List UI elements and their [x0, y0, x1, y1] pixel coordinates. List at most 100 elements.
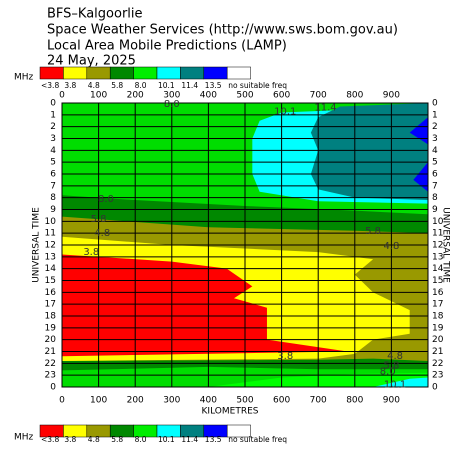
legend-label: <3.8 — [41, 81, 59, 90]
y-tick-label: 2 — [432, 122, 438, 132]
y-tick-label: 9 — [50, 205, 56, 215]
y-tick-label: 23 — [45, 371, 56, 381]
y-tick-label: 21 — [45, 347, 56, 357]
x-tick-label: 300 — [163, 396, 180, 406]
y-tick-label: 12 — [432, 241, 443, 251]
y-tick-label: 18 — [432, 312, 444, 322]
legend-label: 4.8 — [88, 435, 100, 444]
legend-swatch — [180, 66, 205, 80]
y-axis-title: UNIVERSAL TIME — [441, 207, 451, 283]
legend-label: 8.0 — [135, 435, 147, 444]
contour-region — [409, 117, 428, 145]
x-tick-label: 500 — [236, 396, 253, 406]
y-tick-label: 10 — [432, 217, 444, 227]
contour-label: 10.1 — [384, 380, 406, 391]
y-tick-label: 21 — [432, 347, 443, 357]
y-tick-label: 11 — [45, 229, 56, 239]
y-tick-label: 13 — [45, 252, 56, 262]
legend-swatch — [39, 66, 64, 80]
legend-label: <3.8 — [41, 435, 59, 444]
y-tick-label: 17 — [45, 300, 56, 310]
y-tick-label: 2 — [50, 122, 56, 132]
y-tick-label: 11 — [432, 229, 443, 239]
plot-frame — [61, 102, 429, 388]
y-tick-label: 1 — [50, 110, 56, 120]
y-tick-label: 4 — [50, 146, 56, 156]
x-tick-label: 100 — [90, 396, 107, 406]
title: BFS–Kalgoorlie — [47, 7, 143, 22]
contour-label: 11.4 — [314, 103, 336, 114]
y-tick-label: 20 — [432, 335, 444, 345]
x-tick-label: 600 — [273, 91, 290, 101]
y-tick-label: 4 — [432, 146, 438, 156]
contour-label: 4.8 — [387, 351, 403, 362]
legend-swatch — [133, 66, 158, 80]
y-tick-label: 8 — [432, 193, 438, 203]
legend-swatch — [226, 424, 251, 438]
y-tick-label: 14 — [432, 264, 444, 274]
contour-region — [373, 377, 428, 387]
legend-label: no suitable freq — [228, 81, 287, 90]
legend-swatch — [156, 66, 181, 80]
legend-swatch — [63, 66, 88, 80]
contour-label: 4.8 — [383, 241, 399, 252]
contour-label: 5.8 — [383, 361, 399, 372]
x-tick-label: 900 — [383, 396, 400, 406]
legend-unit: MHz — [14, 433, 34, 443]
y-tick-label: 18 — [45, 312, 57, 322]
x-tick-label: 900 — [383, 91, 400, 101]
contour-label: 4.8 — [94, 228, 110, 239]
x-tick-label: 700 — [310, 91, 327, 101]
x-tick-label: 300 — [163, 91, 180, 101]
legend-label: 5.8 — [111, 81, 123, 90]
x-tick-label: 800 — [346, 396, 363, 406]
legend-swatch — [226, 66, 251, 80]
contour-label: 8.0 — [164, 99, 180, 110]
x-tick-label: 0 — [59, 91, 65, 101]
legend-swatch — [109, 66, 134, 80]
y-tick-label: 6 — [50, 170, 56, 180]
y-tick-label: 5 — [50, 158, 56, 168]
x-tick-label: 400 — [200, 396, 217, 406]
y-tick-label: 9 — [432, 205, 438, 215]
y-tick-label: 0 — [50, 99, 56, 109]
contour-label: 8.0 — [380, 367, 396, 378]
y-tick-label: 5 — [432, 158, 438, 168]
x-tick-label: 800 — [346, 91, 363, 101]
legend-label: no suitable freq — [228, 435, 287, 444]
legend-label: 3.8 — [64, 81, 76, 90]
contour-label: 3.8 — [83, 247, 99, 258]
legend-label: 4.8 — [88, 81, 100, 90]
y-tick-label: 0 — [50, 383, 56, 393]
subtitle: Local Area Mobile Predictions (LAMP) — [47, 39, 287, 54]
y-tick-label: 6 — [432, 170, 438, 180]
contour-region — [413, 162, 428, 192]
x-tick-label: 400 — [200, 91, 217, 101]
y-tick-label: 17 — [432, 300, 443, 310]
y-tick-label: 19 — [432, 323, 444, 333]
legend-label: 13.5 — [205, 81, 222, 90]
x-tick-label: 100 — [90, 91, 107, 101]
contour-region — [62, 254, 348, 357]
y-tick-label: 16 — [45, 288, 57, 298]
y-tick-label: 12 — [45, 241, 56, 251]
contour-label: 10.1 — [274, 106, 296, 117]
y-tick-label: 20 — [45, 335, 57, 345]
y-tick-label: 22 — [432, 359, 443, 369]
y-tick-label: 19 — [45, 323, 57, 333]
y-tick-label: 0 — [432, 383, 438, 393]
y-tick-label: 7 — [50, 181, 56, 191]
contour-label: 5.8 — [365, 226, 381, 237]
legend-label: 11.4 — [181, 435, 198, 444]
y-tick-label: 16 — [432, 288, 444, 298]
y-tick-label: 7 — [432, 181, 438, 191]
legend-swatch — [86, 66, 111, 80]
y-tick-label: 1 — [432, 110, 438, 120]
y-tick-label: 14 — [45, 264, 57, 274]
y-tick-label: 23 — [432, 371, 443, 381]
y-tick-label: 0 — [432, 99, 438, 109]
subtitle: Space Weather Services (http://www.sws.b… — [47, 23, 398, 38]
y-axis-title: UNIVERSAL TIME — [32, 207, 42, 283]
y-tick-label: 3 — [432, 134, 438, 144]
x-tick-label: 700 — [310, 396, 327, 406]
